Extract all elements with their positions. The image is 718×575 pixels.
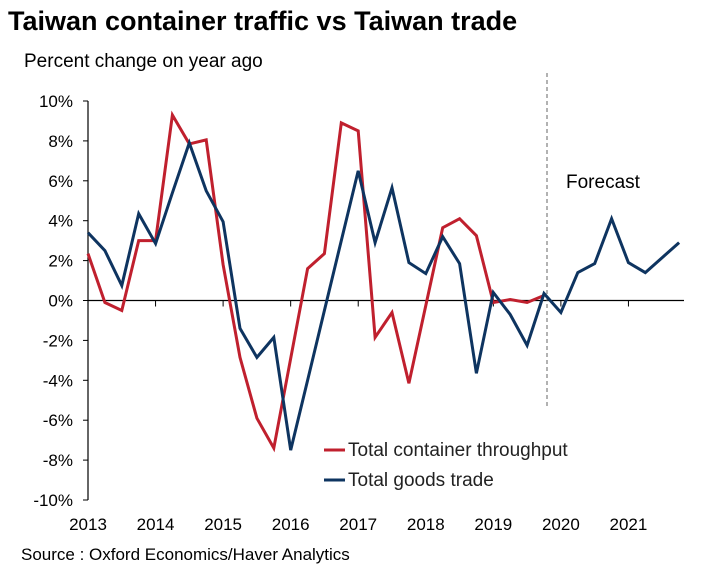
y-tick-label: -2% [43,331,73,350]
chart-source: Source : Oxford Economics/Haver Analytic… [21,545,350,564]
y-tick-label: 4% [48,212,73,231]
y-tick-label: 2% [48,252,73,271]
y-tick-label: -6% [43,411,73,430]
series-line-0 [86,110,545,453]
x-tick-label: 2014 [137,515,175,534]
forecast-label: Forecast [566,172,641,193]
x-tick-label: 2018 [407,515,445,534]
y-tick-label: 8% [48,132,73,151]
x-tick-label: 2020 [542,515,580,534]
series-line-1 [86,138,681,451]
x-tick-label: 2017 [339,515,377,534]
y-tick-label: 10% [39,92,73,111]
legend-label-1: Total goods trade [348,470,494,491]
x-tick-label: 2015 [204,515,242,534]
chart-title: Taiwan container traffic vs Taiwan trade [8,6,518,36]
y-tick-label: -10% [33,491,73,510]
chart-subtitle: Percent change on year ago [24,51,263,72]
y-tick-label: 6% [48,172,73,191]
x-tick-label: 2021 [610,515,648,534]
y-tick-label: -8% [43,451,73,470]
x-tick-label: 2016 [272,515,310,534]
y-tick-label: 0% [48,292,73,311]
y-tick-label: -4% [43,371,73,390]
legend-label-0: Total container throughput [348,440,568,461]
x-tick-label: 2013 [69,515,107,534]
x-tick-label: 2019 [474,515,512,534]
